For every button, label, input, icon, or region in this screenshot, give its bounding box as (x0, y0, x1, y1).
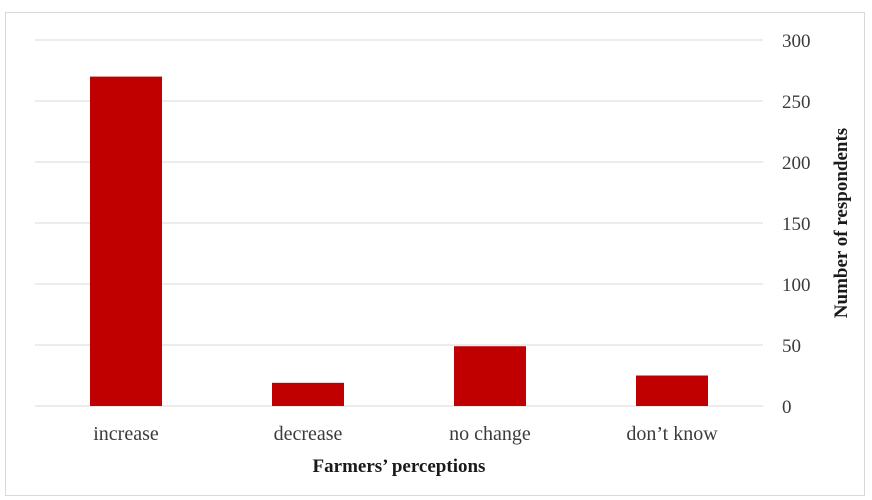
bar-increase (90, 76, 162, 406)
x-tick-label: increase (93, 423, 159, 445)
y-tick-label: 100 (782, 275, 811, 296)
x-tick-label: don’t know (626, 423, 718, 445)
y-tick-label: 200 (782, 153, 811, 174)
y-tick-labels: 0 50 100 150 200 250 300 (782, 31, 811, 418)
x-tick-label: no change (449, 423, 531, 445)
y-tick-label: 50 (782, 336, 801, 357)
bar-don-t-know (636, 375, 708, 406)
y-tick-label: 250 (782, 92, 811, 113)
y-tick-label: 300 (782, 31, 811, 52)
x-axis-title: Farmers’ perceptions (313, 456, 486, 477)
x-tick-label: decrease (274, 423, 343, 445)
y-axis-title: Number of respondents (831, 128, 852, 318)
bar-decrease (272, 382, 344, 406)
y-tick-label: 0 (782, 397, 792, 418)
bar-no-change (454, 346, 526, 406)
x-tick-labels: increase decrease no change don’t know (93, 423, 718, 445)
y-tick-label: 150 (782, 214, 811, 235)
bars (90, 76, 708, 406)
